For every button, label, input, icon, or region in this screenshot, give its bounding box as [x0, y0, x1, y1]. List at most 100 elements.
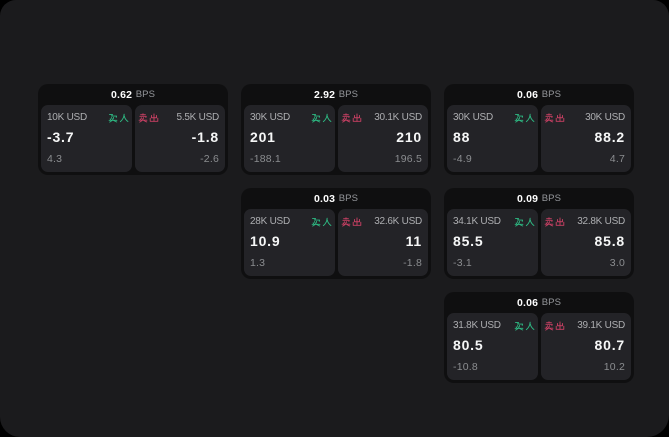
buy-price: 10.9 — [250, 233, 281, 249]
char-ru-icon — [119, 113, 128, 122]
bps-unit: BPS — [135, 89, 156, 100]
panel-top-row: 5.5K USD — [138, 110, 219, 125]
quote-card: 0.06 BPS 31.8K USD 80.5 -10.8 39.1K USD — [444, 292, 634, 383]
sell-side-label — [544, 112, 565, 123]
buy-panel[interactable]: 31.8K USD 80.5 -10.8 — [447, 313, 538, 380]
buy-amount: 34.1K USD — [453, 216, 501, 227]
buy-panel[interactable]: 30K USD 201 -188.1 — [244, 105, 335, 172]
sell-panel[interactable]: 32.8K USD 85.8 3.0 — [540, 209, 631, 276]
char-chu-icon — [555, 320, 564, 330]
panels-row: 28K USD 10.9 1.3 32.6K USD 11 -1.8 — [244, 209, 428, 276]
panels-row: 34.1K USD 85.5 -3.1 32.8K USD 85.8 3.0 — [447, 209, 631, 276]
sell-delta: 196.5 — [394, 153, 422, 165]
quote-card: 0.62 BPS 10K USD -3.7 4.3 5.5K USD — [38, 84, 228, 175]
panel-top-row: 32.6K USD — [341, 214, 422, 229]
buy-delta: 4.3 — [47, 153, 63, 165]
sell-delta: 4.7 — [609, 153, 625, 165]
buy-amount: 28K USD — [250, 216, 290, 227]
char-ru-icon — [525, 321, 534, 330]
buy-panel[interactable]: 10K USD -3.7 4.3 — [41, 105, 132, 172]
sell-amount: 30.1K USD — [374, 112, 422, 123]
buy-panel[interactable]: 28K USD 10.9 1.3 — [244, 209, 335, 276]
bps-value: 0.62 — [110, 88, 133, 101]
quote-card: 0.09 BPS 34.1K USD 85.5 -3.1 32.8K USD — [444, 188, 634, 279]
sell-price: 85.8 — [594, 233, 625, 249]
sell-price: 11 — [405, 233, 422, 249]
buy-price: -3.7 — [47, 129, 75, 145]
buy-price: 88 — [453, 129, 471, 145]
card-header: 0.03 BPS — [244, 188, 428, 209]
bps-unit: BPS — [338, 193, 359, 204]
char-mai-buy-icon — [514, 113, 523, 123]
char-mai-sell-icon — [138, 112, 147, 123]
buy-side-label — [514, 217, 535, 227]
bps-unit: BPS — [541, 89, 562, 100]
buy-amount: 30K USD — [250, 112, 290, 123]
buy-amount: 30K USD — [453, 112, 493, 123]
char-mai-buy-icon — [311, 217, 320, 227]
bps-value: 0.03 — [313, 192, 336, 205]
sell-delta: -2.6 — [200, 153, 219, 165]
buy-side-label — [108, 113, 129, 123]
cards-grid: 0.62 BPS 10K USD -3.7 4.3 5.5K USD — [38, 84, 634, 383]
card-header: 0.62 BPS — [41, 84, 225, 105]
sell-delta: 10.2 — [603, 361, 625, 373]
panel-top-row: 10K USD — [47, 110, 129, 125]
char-ru-icon — [322, 113, 331, 122]
card-header: 0.06 BPS — [447, 292, 631, 313]
buy-delta: 1.3 — [250, 257, 266, 269]
panels-row: 30K USD 201 -188.1 30.1K USD 210 196.5 — [244, 105, 428, 172]
buy-price: 85.5 — [453, 233, 484, 249]
char-mai-buy-icon — [514, 217, 523, 227]
panel-top-row: 34.1K USD — [453, 214, 535, 229]
char-mai-sell-icon — [341, 112, 350, 123]
buy-amount: 10K USD — [47, 112, 87, 123]
panels-row: 31.8K USD 80.5 -10.8 39.1K USD 80.7 10.2 — [447, 313, 631, 380]
panel-top-row: 31.8K USD — [453, 318, 535, 333]
char-mai-sell-icon — [544, 112, 553, 123]
sell-panel[interactable]: 5.5K USD -1.8 -2.6 — [134, 105, 225, 172]
sell-panel[interactable]: 32.6K USD 11 -1.8 — [337, 209, 428, 276]
buy-side-label — [311, 113, 332, 123]
panels-row: 10K USD -3.7 4.3 5.5K USD -1.8 -2.6 — [41, 105, 225, 172]
sell-side-label — [544, 320, 565, 331]
sell-panel[interactable]: 39.1K USD 80.7 10.2 — [540, 313, 631, 380]
bps-unit: BPS — [541, 193, 562, 204]
char-ru-icon — [525, 217, 534, 226]
sell-side-label — [138, 112, 159, 123]
char-mai-buy-icon — [514, 321, 523, 331]
bps-value: 0.06 — [516, 296, 539, 309]
buy-amount: 31.8K USD — [453, 320, 501, 331]
buy-side-label — [514, 321, 535, 331]
sell-side-label — [544, 216, 565, 227]
sell-side-label — [341, 216, 362, 227]
char-mai-buy-icon — [311, 113, 320, 123]
buy-side-label — [514, 113, 535, 123]
sell-price: -1.8 — [191, 129, 219, 145]
char-mai-sell-icon — [544, 216, 553, 227]
char-ru-icon — [322, 217, 331, 226]
sell-price: 88.2 — [594, 129, 625, 145]
panel-top-row: 30K USD — [544, 110, 625, 125]
char-mai-buy-icon — [108, 113, 117, 123]
char-chu-icon — [149, 112, 158, 122]
sell-panel[interactable]: 30K USD 88.2 4.7 — [540, 105, 631, 172]
quote-card: 0.03 BPS 28K USD 10.9 1.3 32.6K USD — [241, 188, 431, 279]
card-header: 0.06 BPS — [447, 84, 631, 105]
buy-panel[interactable]: 30K USD 88 -4.9 — [447, 105, 538, 172]
panel-top-row: 39.1K USD — [544, 318, 625, 333]
sell-price: 210 — [396, 129, 422, 145]
char-chu-icon — [352, 112, 361, 122]
panel-top-row: 30K USD — [453, 110, 535, 125]
char-chu-icon — [555, 112, 564, 122]
bps-value: 2.92 — [313, 88, 336, 101]
bps-value: 0.06 — [516, 88, 539, 101]
buy-panel[interactable]: 34.1K USD 85.5 -3.1 — [447, 209, 538, 276]
panel-top-row: 30K USD — [250, 110, 332, 125]
sell-panel[interactable]: 30.1K USD 210 196.5 — [337, 105, 428, 172]
sell-amount: 30K USD — [585, 112, 625, 123]
quote-card: 2.92 BPS 30K USD 201 -188.1 30.1K USD — [241, 84, 431, 175]
buy-price: 80.5 — [453, 337, 484, 353]
buy-delta: -188.1 — [250, 153, 281, 165]
